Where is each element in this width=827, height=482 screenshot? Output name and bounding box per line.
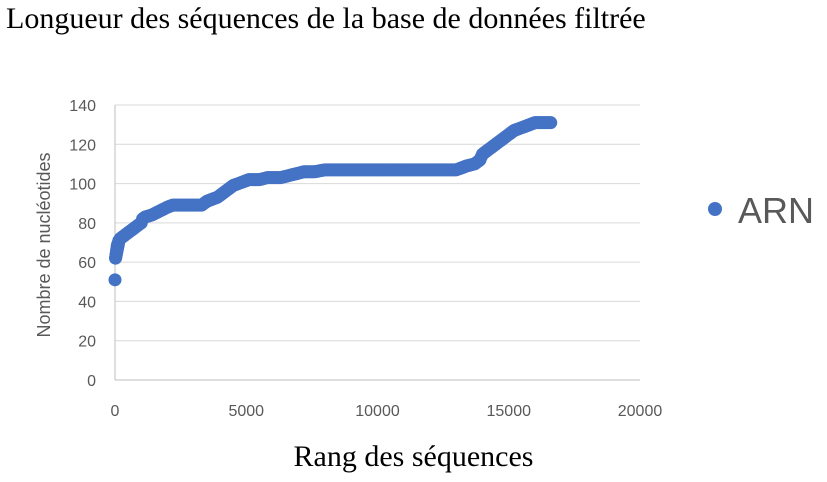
- x-tick-label: 20000: [618, 403, 663, 420]
- x-tick-label: 5000: [228, 403, 264, 420]
- y-tick-label: 100: [69, 177, 96, 194]
- legend-label: ARN: [738, 190, 814, 231]
- chart-title: Longueur des séquences de la base de don…: [6, 2, 646, 35]
- y-axis-label: Nombre de nucléotides: [34, 152, 54, 337]
- series-arn: [108, 116, 558, 287]
- y-tick-label: 0: [87, 373, 96, 390]
- y-tick-label: 80: [78, 216, 96, 233]
- x-tick-label: 10000: [355, 403, 400, 420]
- axes: [114, 105, 640, 381]
- tick-labels: 0 20 40 60 80 100 120 140 0 5000 10000 15000 20000: [69, 98, 662, 420]
- scatter-chart: 0 20 40 60 80 100 120 140 0 5000 10000 15000 20000 N…: [34, 98, 814, 420]
- y-tick-label: 120: [69, 137, 96, 154]
- x-tick-label: 15000: [487, 403, 532, 420]
- x-axis-label: Rang des séquences: [293, 440, 534, 473]
- gridlines: [115, 104, 640, 342]
- data-point: [108, 273, 122, 287]
- data-point: [544, 116, 558, 130]
- legend: ARN: [708, 190, 814, 231]
- data-point: [112, 234, 126, 248]
- x-tick-label: 0: [111, 403, 120, 420]
- y-tick-label: 20: [78, 334, 96, 351]
- y-tick-label: 60: [78, 255, 96, 272]
- y-tick-label: 140: [69, 98, 96, 115]
- y-tick-label: 40: [78, 294, 96, 311]
- legend-marker: [708, 202, 722, 216]
